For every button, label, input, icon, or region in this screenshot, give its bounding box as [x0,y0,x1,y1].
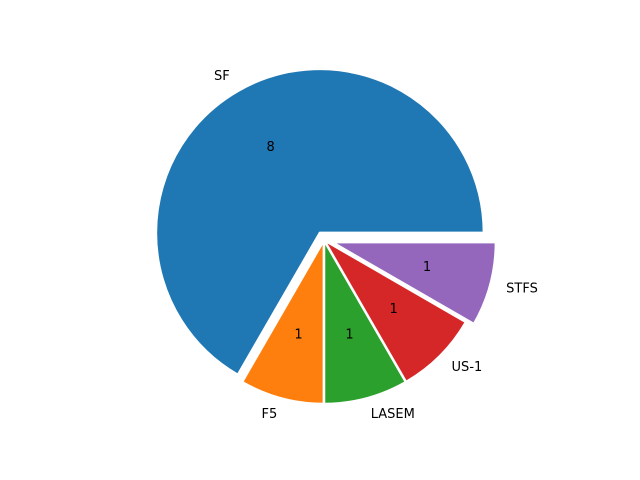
pie-slice-lasem [322,238,408,406]
slice-category-label-stfs: STFS [506,281,538,296]
slice-value-label-lasem: 1 [345,328,353,343]
slice-value-label-us-1: 1 [389,302,397,317]
slice-value-label-f5: 1 [294,328,302,343]
pie-slice-us-1 [322,238,468,384]
pie-slice-sf [154,67,486,377]
slice-category-label-f5: F5 [262,407,278,422]
slice-category-label-us-1: US-1 [452,360,483,375]
slice-value-label-sf: 8 [267,140,275,155]
slice-category-label-lasem: LASEM [371,407,415,422]
pie-slice-stfs [330,240,498,326]
pie-slice-f5 [240,238,326,406]
slice-value-label-stfs: 1 [423,260,431,275]
slice-category-label-sf: SF [214,69,230,84]
